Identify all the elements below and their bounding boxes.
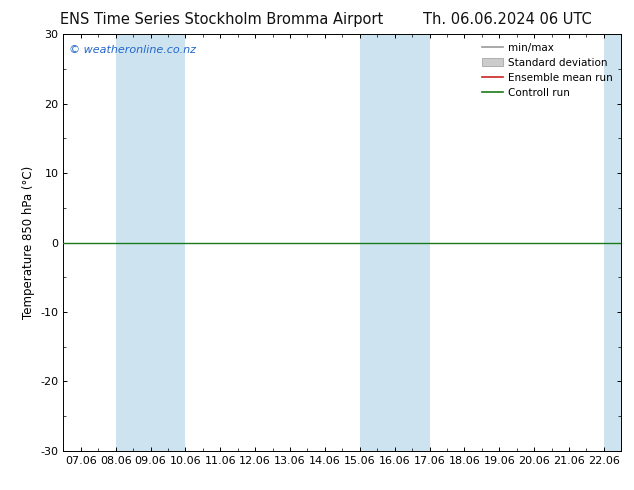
Bar	[116, 34, 185, 451]
Legend: min/max, Standard deviation, Ensemble mean run, Controll run: min/max, Standard deviation, Ensemble me…	[479, 40, 616, 101]
Text: Th. 06.06.2024 06 UTC: Th. 06.06.2024 06 UTC	[423, 12, 592, 27]
Bar	[604, 34, 621, 451]
Text: ENS Time Series Stockholm Bromma Airport: ENS Time Series Stockholm Bromma Airport	[60, 12, 384, 27]
Text: © weatheronline.co.nz: © weatheronline.co.nz	[69, 45, 196, 55]
Bar	[359, 34, 429, 451]
Y-axis label: Temperature 850 hPa (°C): Temperature 850 hPa (°C)	[22, 166, 35, 319]
